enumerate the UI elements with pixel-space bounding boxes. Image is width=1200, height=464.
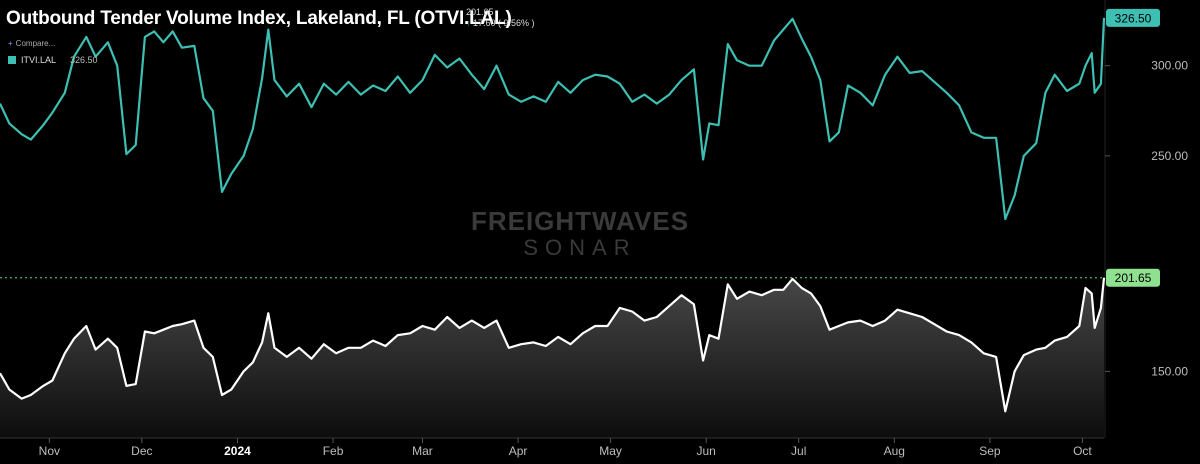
x-tick-label: Mar	[412, 444, 433, 458]
y-tick-label: 150.00	[1151, 364, 1188, 378]
last-value-label: 201.65	[1115, 271, 1152, 285]
compare-button[interactable]: + Compare...	[8, 39, 55, 48]
y-tick-label: 250.00	[1151, 149, 1188, 163]
last-value-label: 326.50	[1115, 11, 1152, 25]
x-tick-label: 2024	[224, 444, 251, 458]
y-tick-label: 300.00	[1151, 59, 1188, 73]
current-value: 201.65	[466, 7, 494, 17]
last-value-badge	[1106, 8, 1160, 27]
itvi-series-line	[0, 17, 1106, 221]
legend-value: 326.50	[70, 55, 98, 65]
axes: 250.00 300.00 326.50 150.00 201.65 Nov Dec 2024…	[0, 8, 1188, 458]
x-tick-label: Apr	[509, 444, 528, 458]
chart-title: Outbound Tender Volume Index, Lakeland, …	[6, 8, 512, 29]
x-tick-label: Sep	[979, 444, 1001, 458]
up-arrow-icon: ↑	[466, 18, 471, 28]
x-tick-label: Dec	[131, 444, 152, 458]
legend-name: ITVI.LAL	[21, 55, 57, 65]
x-tick-label: Nov	[39, 444, 60, 458]
watermark-line1: FREIGHTWAVES	[470, 206, 690, 236]
x-tick-label: Jun	[697, 444, 716, 458]
last-value-badge	[1106, 268, 1160, 287]
x-tick-label: May	[599, 444, 622, 458]
otvi-area	[0, 277, 1104, 438]
watermark-line2: SONAR	[523, 235, 637, 260]
legend-swatch	[8, 56, 16, 64]
x-tick-label: Aug	[884, 444, 905, 458]
plus-icon: +	[8, 39, 13, 48]
otvi-series-line	[0, 277, 1106, 413]
compare-label: Compare...	[15, 39, 56, 48]
legend-item-itvi[interactable]: ITVI.LAL 326.50	[8, 55, 98, 65]
watermark-logo: FREIGHTWAVES SONAR	[450, 206, 710, 261]
change-value: 17.60 ( 9.56% )	[473, 18, 535, 28]
series	[0, 17, 1106, 438]
x-tick-label: Feb	[323, 444, 344, 458]
title-info: 201.65 ↑ 17.60 ( 9.56% )	[466, 7, 535, 29]
x-tick-label: Oct	[1073, 444, 1092, 458]
x-tick-label: Jul	[791, 444, 806, 458]
